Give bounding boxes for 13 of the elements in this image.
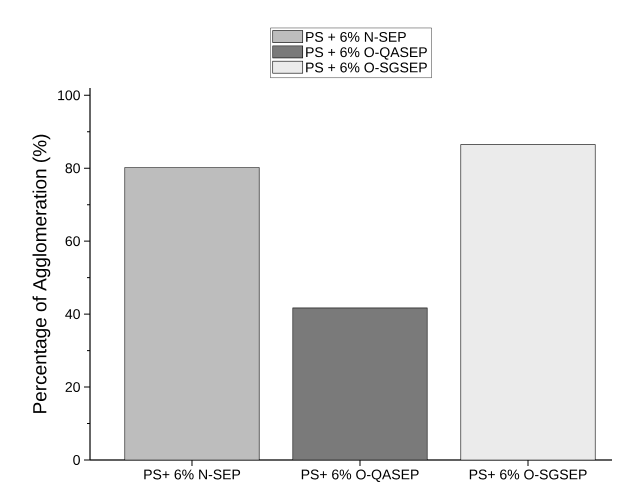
x-tick-label: PS+ 6% O-SGSEP (470, 470, 587, 480)
legend-label: PS + 6% O-SGSEP (306, 62, 427, 72)
y-axis-title: Percentage of Agglomeration (%) (32, 134, 50, 413)
y-tick-label: 0 (73, 455, 80, 465)
legend-label: PS + 6% O-QASEP (306, 47, 427, 60)
y-tick-label: 80 (66, 163, 80, 174)
y-tick-label: 20 (66, 382, 80, 392)
x-tick-label: PS+ 6% N-SEP (144, 470, 240, 480)
y-tick-label: 100 (58, 90, 80, 100)
legend-label: PS + 6% N-SEP (306, 32, 406, 42)
y-tick-label: 60 (66, 236, 80, 246)
x-tick-label: PS+ 6% O-QASEP (302, 470, 419, 482)
y-tick-label: 40 (65, 309, 80, 320)
